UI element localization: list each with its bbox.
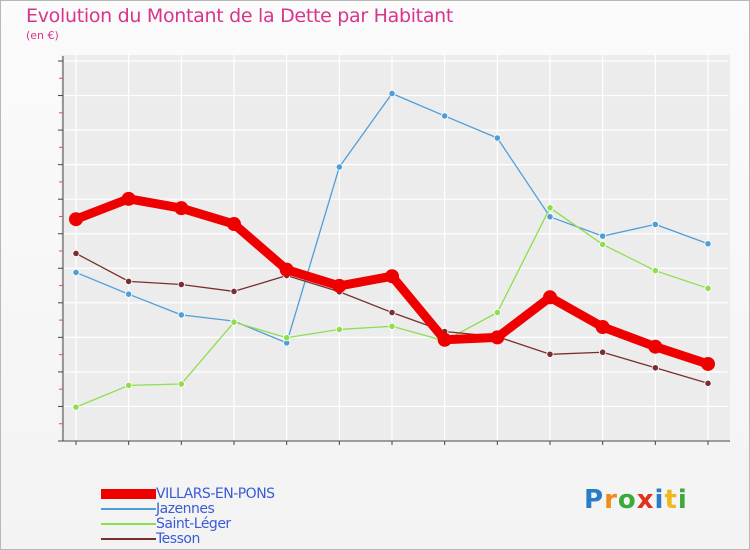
legend-item: VILLARS-EN-PONS bbox=[101, 486, 361, 502]
series-point bbox=[599, 240, 607, 249]
series-point bbox=[125, 381, 133, 389]
series-point bbox=[651, 220, 659, 228]
series-point bbox=[704, 379, 712, 387]
series-point bbox=[385, 269, 399, 284]
series-point bbox=[599, 232, 607, 240]
series-point bbox=[125, 277, 133, 285]
series-point bbox=[177, 311, 185, 319]
series-point bbox=[283, 334, 291, 342]
series-point bbox=[490, 330, 505, 345]
series-point bbox=[72, 268, 80, 277]
series-point bbox=[441, 112, 449, 120]
series-point bbox=[177, 280, 185, 289]
legend-item: Tesson bbox=[101, 531, 361, 547]
series-point bbox=[546, 350, 554, 358]
chart-unit: (en €) bbox=[26, 29, 59, 42]
logo-letter: P bbox=[584, 485, 605, 515]
series-point bbox=[388, 89, 396, 98]
legend-item: Jazennes bbox=[101, 501, 361, 517]
series-point bbox=[72, 403, 80, 411]
series-point bbox=[701, 356, 715, 371]
plot-area bbox=[61, 55, 730, 441]
series-layer bbox=[69, 89, 715, 411]
series-point bbox=[493, 308, 501, 317]
series-point bbox=[388, 322, 396, 330]
legend: VILLARS-EN-PONS Jazennes Saint-Léger Tesson bbox=[101, 486, 361, 547]
series-point bbox=[227, 217, 241, 232]
legend-label: Tesson bbox=[156, 531, 200, 547]
series-point bbox=[493, 134, 501, 142]
legend-label: Jazennes bbox=[156, 501, 215, 517]
legend-label: Saint-Léger bbox=[156, 516, 231, 532]
series-point bbox=[704, 240, 712, 248]
axes bbox=[58, 56, 730, 445]
series-point bbox=[230, 318, 238, 326]
series-point bbox=[651, 364, 659, 372]
logo-letter: t bbox=[664, 485, 678, 515]
legend-swatch bbox=[101, 489, 156, 499]
series-point bbox=[177, 380, 185, 388]
series-point bbox=[121, 191, 136, 206]
series-point bbox=[174, 201, 189, 216]
series-point bbox=[332, 278, 347, 293]
legend-swatch bbox=[101, 538, 156, 540]
legend-swatch bbox=[101, 523, 156, 525]
series-point bbox=[599, 348, 607, 356]
series-point bbox=[335, 163, 343, 171]
series-point bbox=[125, 290, 133, 298]
series-point bbox=[335, 325, 343, 334]
plot-background bbox=[61, 55, 730, 441]
series-point bbox=[648, 339, 663, 354]
logo-letter: x bbox=[636, 485, 655, 515]
logo-letter: r bbox=[604, 485, 618, 515]
logo-letter: o bbox=[617, 485, 637, 515]
series-point bbox=[69, 212, 83, 227]
series-point bbox=[72, 249, 80, 258]
chart-title: Evolution du Montant de la Dette par Hab… bbox=[26, 5, 454, 27]
series-point bbox=[543, 290, 557, 305]
series-point bbox=[279, 262, 294, 277]
logo-letter: i bbox=[677, 485, 688, 515]
series-point bbox=[388, 308, 396, 317]
series-point bbox=[546, 213, 554, 221]
series-point bbox=[437, 332, 452, 347]
logo-letter: i bbox=[654, 485, 665, 515]
legend-label: VILLARS-EN-PONS bbox=[156, 486, 275, 502]
series-point bbox=[230, 287, 238, 296]
series-point bbox=[595, 320, 610, 334]
series-point bbox=[704, 284, 712, 292]
legend-swatch bbox=[101, 508, 156, 510]
series-point bbox=[651, 267, 659, 275]
proxiti-logo: Proxiti bbox=[584, 485, 688, 515]
series-point bbox=[546, 204, 554, 212]
legend-item: Saint-Léger bbox=[101, 516, 361, 532]
